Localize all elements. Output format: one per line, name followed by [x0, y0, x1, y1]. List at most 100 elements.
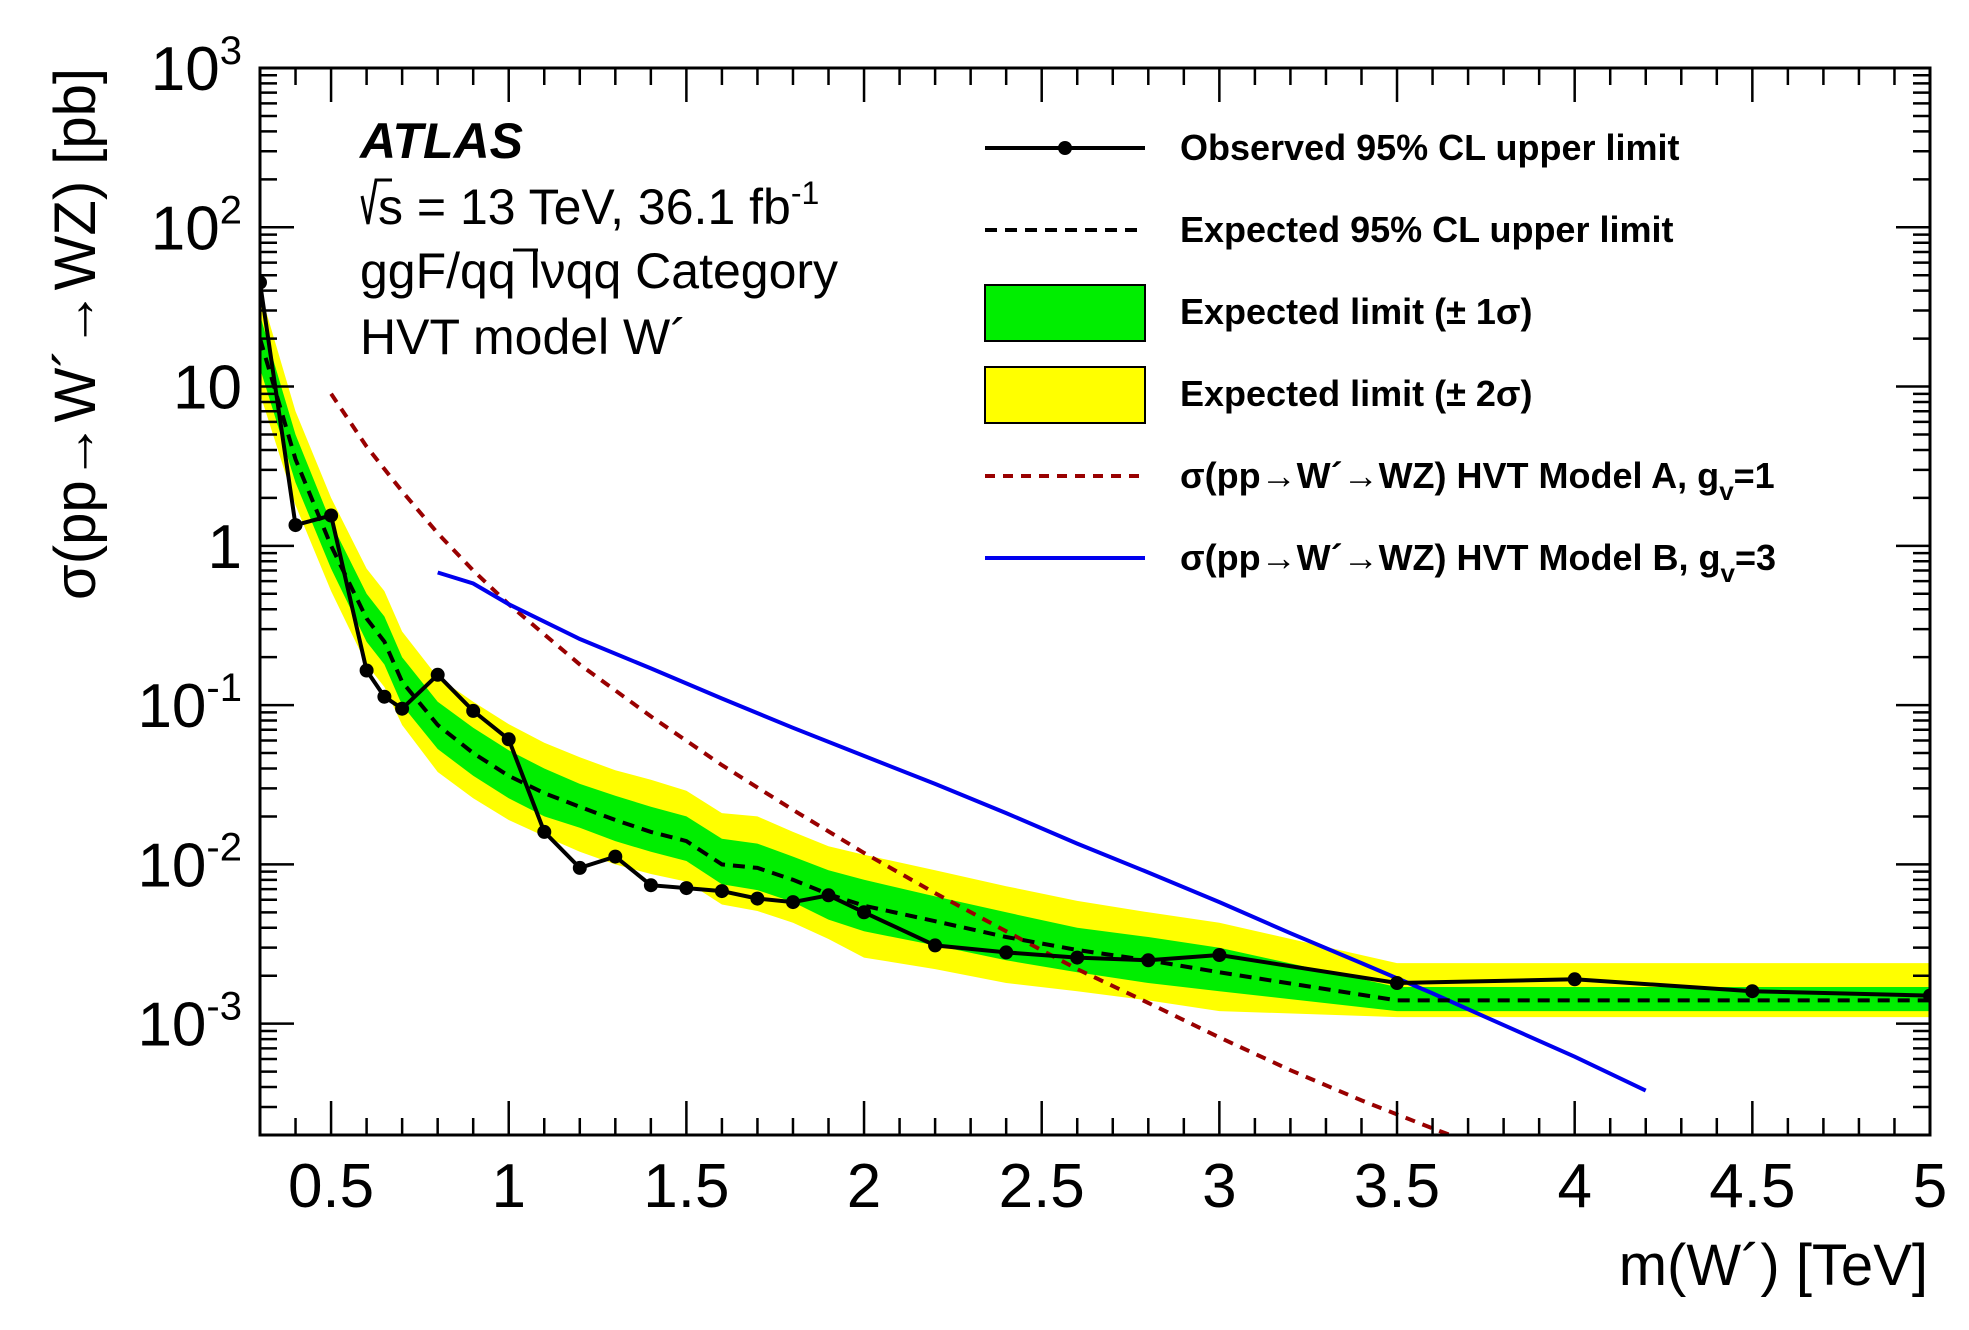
legend-2sigma-swatch — [984, 366, 1146, 424]
legend-model-a-label: σ(pp→W´→WZ) HVT Model A, gv=1 — [1180, 455, 1775, 506]
category-text: ggF/qq lνqq Category — [360, 243, 838, 299]
x-axis-title: m(W´) [TeV] — [1619, 1233, 1928, 1298]
x-tick-label: 1.5 — [643, 1152, 729, 1221]
observed-point — [288, 518, 303, 533]
legend-model-a-sub: v — [1719, 476, 1734, 506]
band-1sigma — [260, 315, 1930, 1012]
legend-observed-label: Observed 95% CL upper limit — [1180, 127, 1679, 168]
sqrt-symbol — [360, 178, 392, 225]
observed-point — [359, 663, 374, 678]
legend-model-a: σ(pp→W´→WZ) HVT Model A, gv=1 — [985, 455, 1775, 506]
y-tick-base: 10 — [137, 672, 206, 741]
expected-limit-line — [260, 338, 1930, 1003]
x-tick-label: 4 — [1557, 1152, 1591, 1221]
x-tick-label: 2.5 — [999, 1152, 1085, 1221]
legend-model-b-name: σ(pp→W´→WZ) HVT Model B, g — [1180, 537, 1721, 578]
legend-band-1sigma: Expected limit (± 1σ) — [984, 284, 1532, 342]
observed-point — [1070, 950, 1085, 965]
y-tick-exponent: -1 — [206, 666, 242, 710]
x-tick-label: 0.5 — [288, 1152, 374, 1221]
y-tick-label: 102 — [151, 188, 242, 263]
y-tick-base: 10 — [151, 194, 220, 263]
model-b-curve — [437, 570, 1647, 1093]
observed-point — [928, 938, 943, 953]
y-tick-exponent: 2 — [220, 188, 242, 232]
observed-point — [537, 824, 552, 839]
atlas-label: ATLAS — [358, 113, 523, 169]
energy-text: s = 13 TeV, 36.1 fb-1 — [378, 175, 819, 235]
energy-annotation: s = 13 TeV, 36.1 fb-1 — [360, 175, 819, 235]
y-tick-label: 10-2 — [137, 825, 242, 900]
legend-model-b-sub: v — [1721, 558, 1736, 588]
y-tick-label: 10 — [173, 354, 242, 423]
legend-1sigma-swatch — [984, 284, 1146, 342]
observed-point — [1745, 984, 1760, 999]
observed-point — [501, 732, 516, 747]
legend-1sigma-label: Expected limit (± 1σ) — [1180, 291, 1532, 332]
legend-2sigma-label: Expected limit (± 2σ) — [1180, 373, 1532, 414]
observed-point — [466, 703, 481, 718]
category-annotation: ggF/qq lνqq Category — [360, 243, 838, 299]
observed-point — [1141, 953, 1156, 968]
y-tick-base: 10 — [137, 831, 206, 900]
legend-band-2sigma: Expected limit (± 2σ) — [984, 366, 1532, 424]
limit-lines — [260, 275, 1930, 1003]
x-tick-label: 2 — [847, 1152, 881, 1221]
observed-point — [1923, 988, 1930, 1003]
y-tick-label: 103 — [151, 29, 242, 104]
x-tick-label: 4.5 — [1709, 1152, 1795, 1221]
y-tick-base: 10 — [151, 35, 220, 104]
model-a-curve — [329, 392, 1457, 1135]
y-tick-label: 10-1 — [137, 666, 242, 741]
observed-point — [821, 888, 836, 903]
theory-curves — [329, 392, 1647, 1135]
observed-point — [643, 878, 658, 893]
y-tick-label: 1 — [208, 513, 242, 582]
observed-point — [377, 689, 392, 704]
model-annotation: HVT model W´ — [360, 309, 687, 365]
plot-frame — [258, 66, 1932, 1137]
observed-point — [999, 945, 1014, 960]
observed-point — [608, 849, 623, 864]
x-tick-label: 5 — [1913, 1152, 1947, 1221]
observed-point — [1212, 948, 1227, 962]
y-tick-exponent: 3 — [220, 29, 242, 73]
lumi-exponent: -1 — [791, 175, 819, 211]
observed-point — [324, 508, 339, 523]
legend-observed-marker — [1058, 141, 1072, 155]
y-tick-base: 10 — [137, 991, 206, 1060]
observed-point — [750, 891, 765, 906]
y-tick-label: 10-3 — [137, 985, 242, 1060]
y-tick-exponent: -2 — [206, 825, 242, 869]
observed-point — [1390, 976, 1404, 990]
x-tick-label: 3 — [1202, 1152, 1236, 1221]
legend-expected-label: Expected 95% CL upper limit — [1180, 209, 1673, 250]
observed-point — [857, 905, 871, 920]
legend-model-b-suffix: =3 — [1735, 537, 1776, 578]
observed-point — [1567, 972, 1582, 987]
category-post: lνqq Category — [516, 243, 838, 299]
observed-point — [714, 884, 729, 899]
expected-bands — [260, 290, 1930, 1018]
axis-ticks — [258, 66, 1932, 1137]
energy-value: s = 13 TeV, 36.1 fb — [378, 179, 791, 235]
observed-point — [679, 881, 694, 896]
legend-model-b-label: σ(pp→W´→WZ) HVT Model B, gv=3 — [1180, 537, 1776, 588]
y-tick-exponent: -3 — [206, 985, 242, 1029]
legend-model-a-name: σ(pp→W´→WZ) HVT Model A, g — [1180, 455, 1719, 496]
x-tick-label: 3.5 — [1354, 1152, 1440, 1221]
observed-point — [786, 895, 800, 910]
category-pre: ggF/q — [360, 243, 488, 299]
observed-point — [260, 275, 267, 290]
observed-point — [395, 701, 410, 716]
legend-observed: Observed 95% CL upper limit — [985, 127, 1679, 168]
legend: Observed 95% CL upper limit Expected 95%… — [984, 127, 1776, 588]
observed-point — [430, 667, 445, 682]
legend-model-b: σ(pp→W´→WZ) HVT Model B, gv=3 — [985, 537, 1776, 588]
category-qbar: q — [488, 243, 516, 299]
observed-point — [572, 860, 587, 875]
x-tick-label: 1 — [491, 1152, 525, 1221]
